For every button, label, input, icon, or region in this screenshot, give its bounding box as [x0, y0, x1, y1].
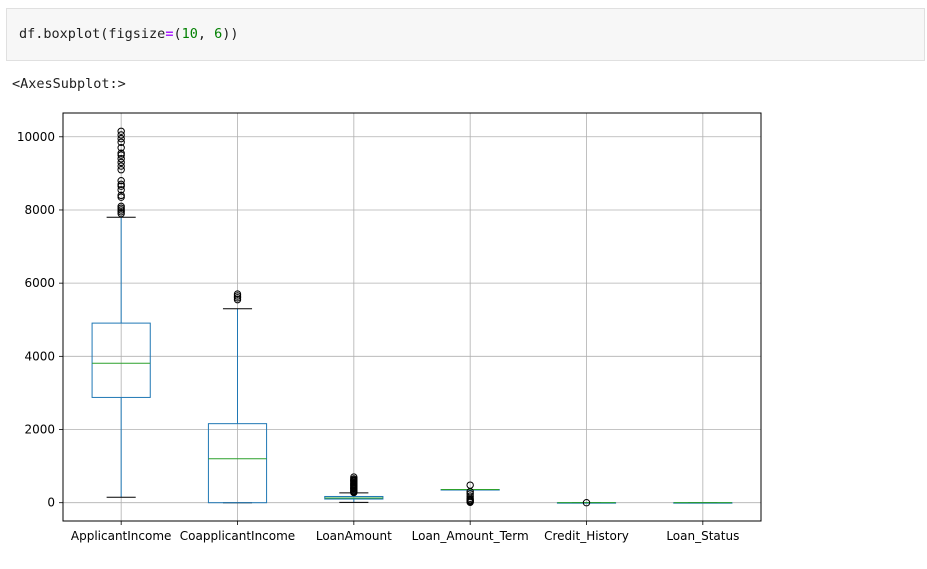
y-tick-label: 6000 [24, 276, 55, 290]
outlier-point [117, 180, 125, 189]
outlier-point [117, 186, 125, 194]
box [91, 322, 151, 398]
boxplot-chart: 0 2000 4000 6000 8000 10000 ApplicantIncome Coa… [17, 112, 762, 543]
y-tick-label: 10000 [17, 130, 55, 144]
code-cell-input[interactable]: df.boxplot(figsize=(10, 6)) [6, 8, 925, 61]
outlier-point [350, 473, 358, 481]
outlier-point [117, 202, 125, 211]
box [207, 423, 268, 504]
outlier-point [117, 191, 125, 200]
x-tick-label: Loan_Status [666, 529, 739, 543]
outlier-point [117, 134, 125, 143]
code-function: df.boxplot(figsize [19, 26, 166, 42]
code-paren-open: ( [173, 26, 182, 42]
x-tick-label: ApplicantIncome [71, 529, 172, 543]
outlier-point [117, 176, 125, 185]
outlier-point [117, 155, 125, 163]
outlier-point [117, 138, 125, 146]
y-tick-label: 2000 [24, 423, 55, 437]
code-number-2: 6 [214, 26, 223, 42]
code-paren-close: )) [222, 26, 239, 42]
output-repr: <AxesSubplot:> [12, 76, 126, 92]
outlier-point [117, 158, 125, 167]
outlier-point [117, 149, 125, 157]
code-operator: = [165, 26, 174, 42]
code-separator: , [197, 26, 215, 42]
y-tick-label: 4000 [24, 349, 55, 363]
x-tick-label: Loan_Amount_Term [412, 529, 529, 543]
outlier-point [117, 166, 125, 174]
y-tick-label: 0 [47, 496, 55, 510]
x-tick-label: LoanAmount [316, 529, 392, 543]
outlier-point [466, 492, 474, 500]
x-tick-label: Credit_History [544, 529, 629, 543]
outlier-point [466, 490, 474, 498]
code-number-1: 10 [181, 26, 198, 42]
outlier-point [117, 131, 125, 139]
outlier-point [117, 127, 125, 135]
outlier-point [233, 290, 242, 298]
x-tick-label: CoapplicantIncome [180, 529, 295, 543]
code-text[interactable]: df.boxplot(figsize=(10, 6)) [19, 26, 239, 42]
plot-frame [62, 112, 762, 522]
outlier-point [117, 162, 125, 170]
y-tick-label: 8000 [24, 203, 55, 217]
outlier-point [582, 499, 591, 507]
outlier-point [466, 481, 474, 489]
outlier-point [117, 144, 125, 152]
